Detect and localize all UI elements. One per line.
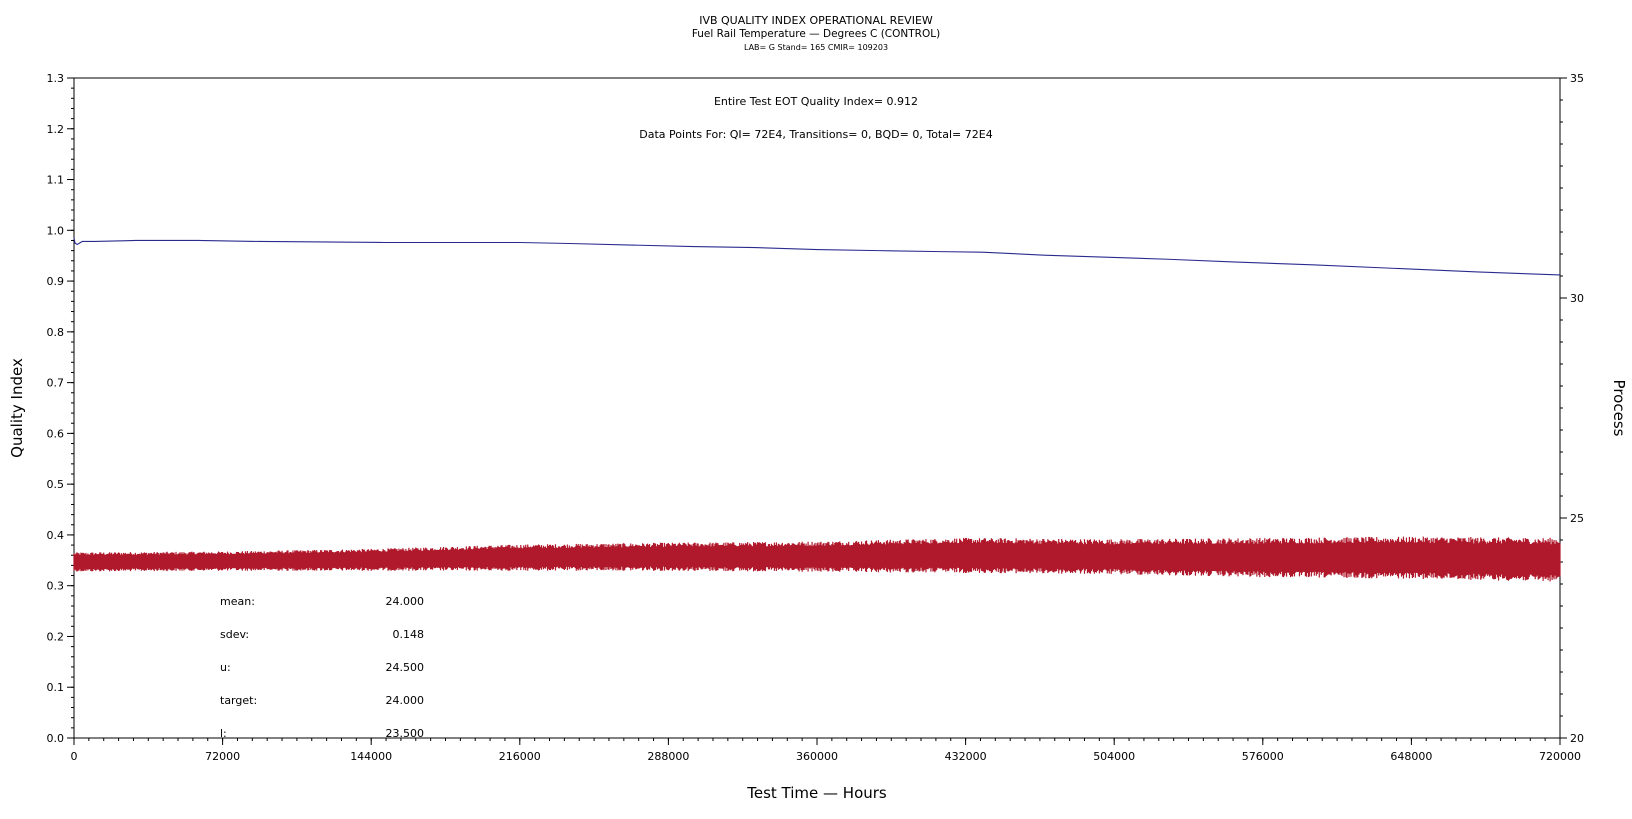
x-tick-label: 504000 (1093, 750, 1135, 763)
y2-tick-label: 20 (1570, 732, 1584, 745)
x-tick-label: 648000 (1390, 750, 1432, 763)
y-tick-label: 0.4 (47, 529, 65, 542)
x-axis: 0 72000 144000 216000 288000 360000 432000 5040… (71, 738, 1581, 763)
y-tick-label: 0.6 (47, 427, 65, 440)
chart-title: IVB QUALITY INDEX OPERATIONAL REVIEW (699, 14, 933, 27)
y-tick-label: 0.0 (47, 732, 65, 745)
x-tick-label: 288000 (647, 750, 689, 763)
y-tick-label: 0.9 (47, 275, 65, 288)
y-tick-label: 1.1 (47, 174, 65, 187)
y-tick-label: 1.2 (47, 123, 65, 136)
process-trace (73, 536, 1561, 582)
stat-upper-label: u: (220, 661, 231, 674)
quality-index-line (73, 237, 1561, 276)
y2-tick-label: 35 (1570, 72, 1584, 85)
stat-mean-label: mean: (220, 595, 255, 608)
stat-lower-value: 23.500 (385, 727, 425, 740)
stat-lower-label: l: (220, 727, 227, 740)
x-tick-label: 360000 (796, 750, 838, 763)
left-y-axis: 0.0 0.1 0.2 0.3 0.4 0.5 0.6 0.7 0.8 0.9 1.0 1.1 1.2 1… (47, 72, 74, 745)
data-points-annotation: Data Points For: QI= 72E4, Transitions= … (639, 128, 993, 141)
stat-sdev-value: 0.148 (392, 628, 425, 641)
stat-upper-value: 24.500 (385, 661, 425, 674)
x-tick-label: 216000 (499, 750, 541, 763)
x-tick-label: 576000 (1242, 750, 1284, 763)
chart-subtitle: Fuel Rail Temperature — Degrees C (CONTR… (691, 28, 941, 40)
y2-tick-label: 30 (1570, 292, 1584, 305)
series-layer (73, 237, 1561, 582)
y-tick-label: 0.2 (47, 630, 65, 643)
y-tick-label: 0.5 (47, 478, 65, 491)
x-tick-label: 72000 (205, 750, 240, 763)
y2-axis-label: Process (1610, 380, 1628, 437)
stat-target-label: target: (220, 694, 258, 707)
stat-sdev-label: sdev: (220, 628, 250, 641)
x-axis-label: Test Time — Hours (746, 784, 887, 802)
x-tick-label: 720000 (1539, 750, 1581, 763)
y-axis-label: Quality Index (8, 358, 26, 458)
x-tick-label: 432000 (945, 750, 987, 763)
y-tick-label: 0.7 (47, 377, 65, 390)
chart-lab-info: LAB= G Stand= 165 CMIR= 109203 (743, 43, 889, 52)
stat-target-value: 24.000 (385, 694, 425, 707)
y2-tick-label: 25 (1570, 512, 1584, 525)
y-tick-label: 1.3 (47, 72, 65, 85)
y-tick-label: 0.8 (47, 326, 65, 339)
plot-frame (73, 77, 1561, 739)
y-tick-label: 0.3 (47, 580, 65, 593)
x-tick-label: 144000 (350, 750, 392, 763)
right-y-axis: 20 25 30 35 (1560, 72, 1584, 745)
y-tick-label: 0.1 (47, 681, 65, 694)
x-tick-label: 0 (71, 750, 78, 763)
quality-index-annotation: Entire Test EOT Quality Index= 0.912 (713, 95, 919, 108)
y-tick-label: 1.0 (47, 224, 65, 237)
stat-mean-value: 24.000 (385, 595, 425, 608)
